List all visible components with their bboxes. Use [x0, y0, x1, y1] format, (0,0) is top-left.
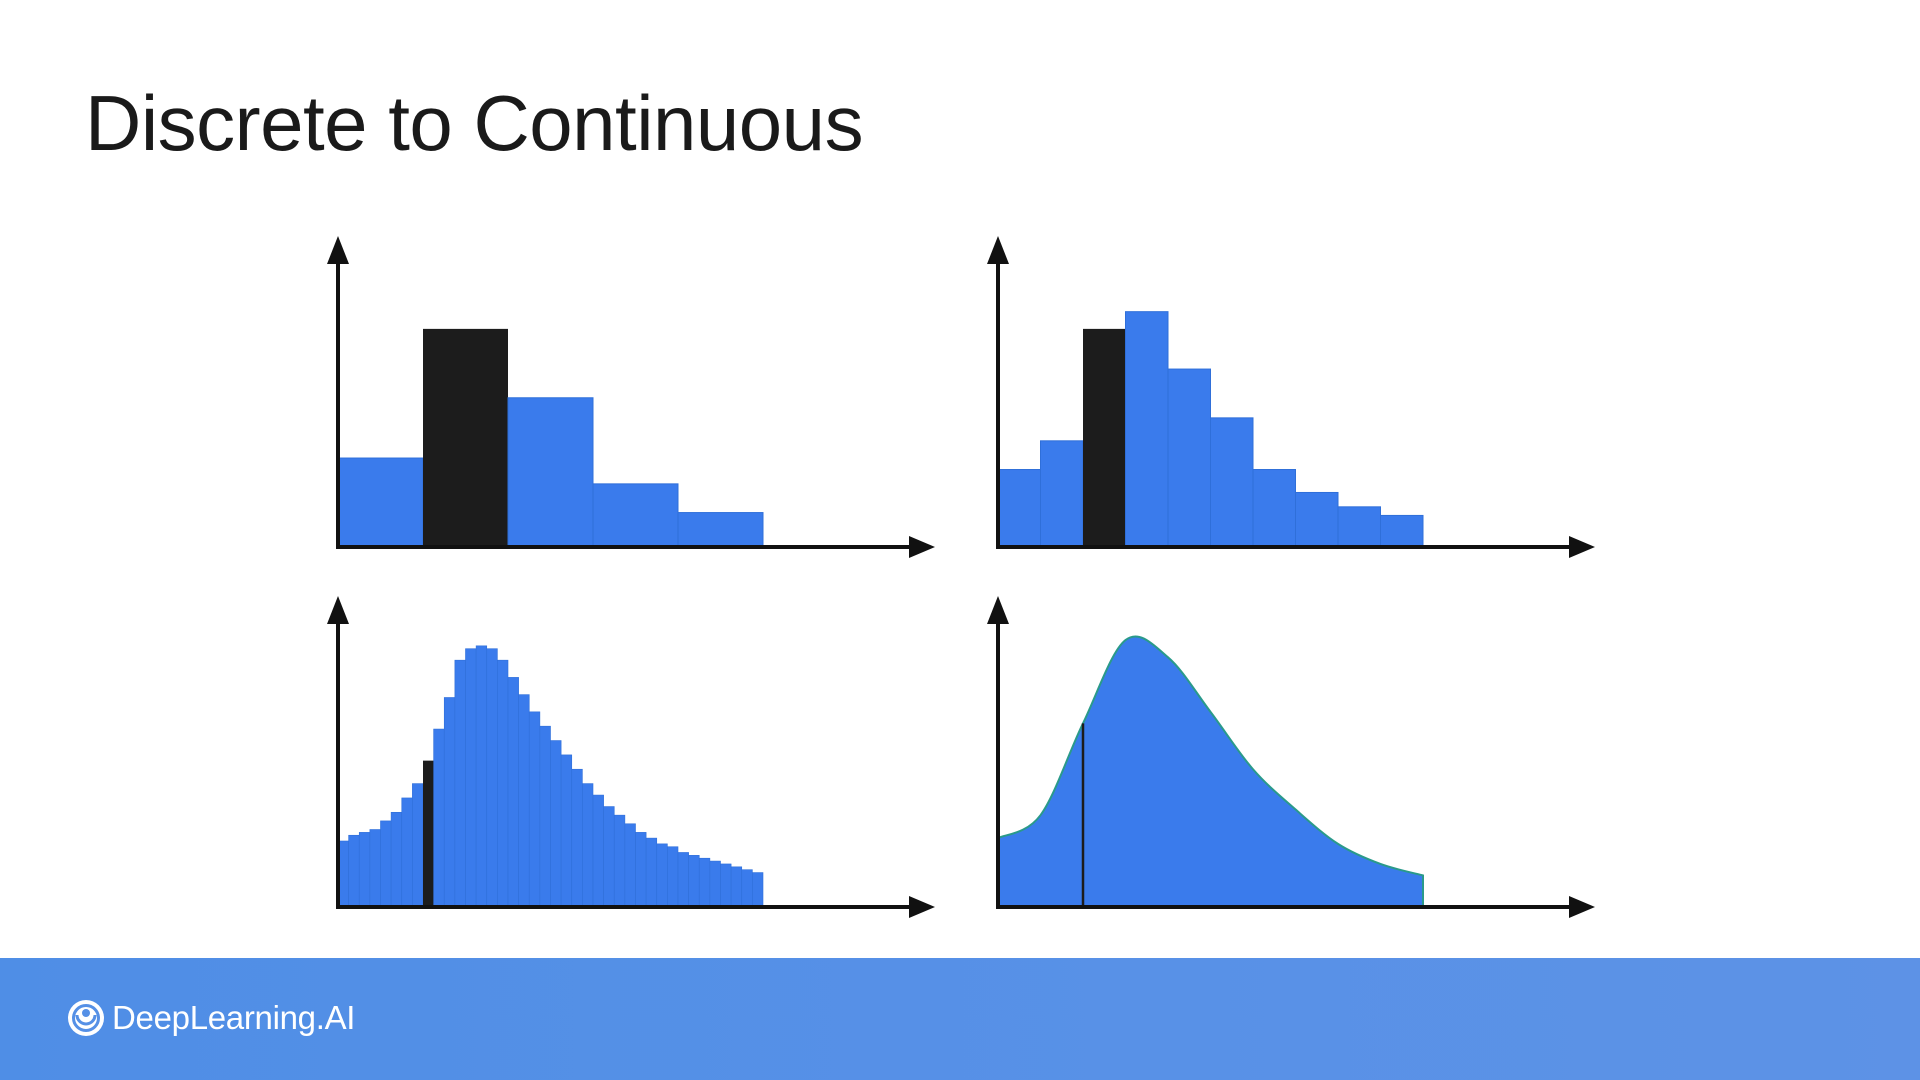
x-axis-arrow — [1569, 536, 1595, 558]
bar — [667, 846, 679, 908]
bar — [624, 823, 636, 908]
bar — [1337, 506, 1381, 548]
bar — [720, 863, 732, 908]
bar-chart-coarse — [327, 236, 935, 558]
bar — [380, 820, 392, 908]
bar — [1210, 417, 1254, 548]
brand-name: DeepLearning.AI — [112, 999, 356, 1036]
bar — [390, 811, 403, 908]
brand[interactable]: DeepLearning.AI — [66, 998, 355, 1038]
bar — [454, 659, 466, 908]
bar — [677, 852, 689, 908]
bar — [412, 783, 424, 908]
bar-highlighted — [1083, 328, 1126, 547]
bar — [497, 659, 509, 908]
area-outline — [997, 635, 1424, 907]
bar — [603, 806, 615, 908]
x-axis-arrow — [1569, 896, 1595, 918]
bar — [997, 469, 1041, 548]
bar — [752, 872, 764, 908]
bar — [571, 768, 583, 908]
bar — [507, 677, 519, 908]
bar — [709, 860, 721, 908]
slide-title: Discrete to Continuous — [85, 79, 864, 167]
bar — [539, 725, 551, 908]
bar — [528, 711, 541, 908]
bar — [1252, 469, 1296, 548]
bar — [486, 648, 498, 908]
bar — [348, 834, 360, 908]
deeplearning-ai-logo-icon — [68, 1000, 104, 1036]
bar — [688, 855, 700, 908]
bar — [475, 645, 488, 908]
bar — [560, 754, 573, 908]
bar — [337, 457, 424, 548]
bar — [698, 857, 711, 908]
bar — [465, 648, 477, 908]
bar — [635, 832, 647, 908]
bar — [645, 837, 658, 908]
bar — [518, 694, 530, 908]
x-axis-arrow — [909, 896, 935, 918]
bar — [656, 843, 668, 908]
bar — [358, 832, 371, 908]
bar — [741, 869, 753, 908]
bar — [443, 697, 456, 908]
area-fill — [998, 636, 1423, 907]
bar — [1380, 514, 1424, 548]
bar — [1167, 368, 1211, 548]
y-axis-arrow — [327, 236, 349, 264]
bar — [401, 797, 413, 908]
bar — [369, 829, 381, 908]
bar — [507, 397, 594, 548]
y-axis-arrow — [327, 596, 349, 624]
bar-chart-medium — [987, 236, 1595, 558]
bar — [592, 483, 679, 548]
y-axis-arrow — [987, 596, 1009, 624]
bar — [433, 728, 445, 908]
bar — [613, 814, 626, 908]
footer-bar: DeepLearning.AI — [0, 958, 1920, 1080]
bar-highlighted — [423, 760, 434, 907]
bar — [677, 512, 764, 548]
bar — [1125, 311, 1169, 548]
bar — [1040, 440, 1084, 548]
x-axis-arrow — [909, 536, 935, 558]
bar — [550, 740, 562, 908]
bar — [730, 866, 743, 908]
continuous-curve-chart — [987, 596, 1595, 918]
y-axis-arrow — [987, 236, 1009, 264]
bar-highlighted — [423, 328, 508, 547]
bar — [1295, 491, 1339, 548]
bar — [592, 794, 604, 908]
bar-chart-fine — [327, 596, 935, 918]
bar — [582, 783, 594, 908]
